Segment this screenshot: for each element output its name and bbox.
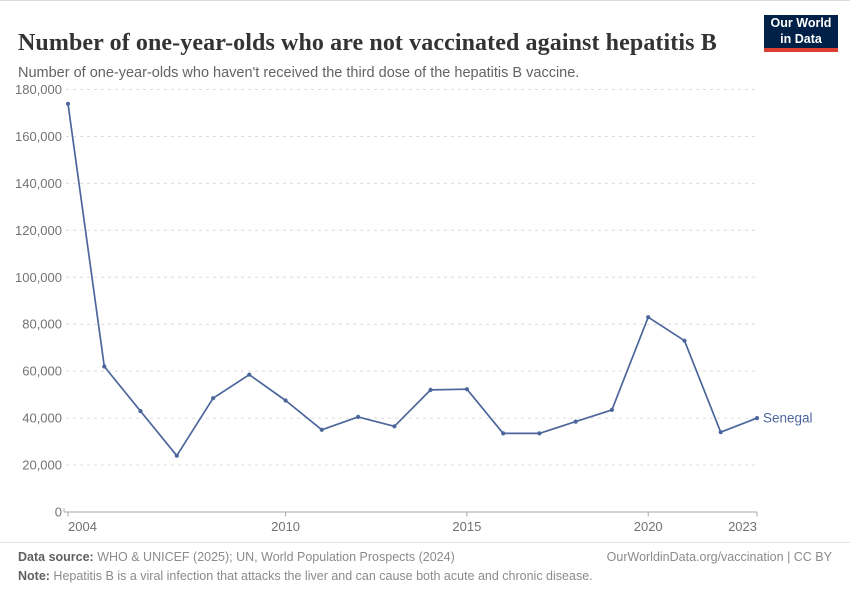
x-tick-label: 2020 xyxy=(634,519,663,534)
y-tick-label: 180,000 xyxy=(15,82,62,97)
owid-logo[interactable]: Our World in Data xyxy=(764,15,838,52)
data-point-2010[interactable] xyxy=(283,398,288,403)
x-tick-label: 2004 xyxy=(68,519,97,534)
series-label-senegal[interactable]: Senegal xyxy=(763,411,813,426)
note-label: Note: xyxy=(18,569,50,583)
footer-note-row: Note: Hepatitis B is a viral infection t… xyxy=(18,569,832,583)
data-point-2017[interactable] xyxy=(537,431,542,436)
data-point-2013[interactable] xyxy=(392,424,397,429)
y-tick-label: 140,000 xyxy=(15,176,62,191)
owid-logo-line2: in Data xyxy=(780,31,822,46)
x-tick-label: 2010 xyxy=(271,519,300,534)
data-source-label: Data source: xyxy=(18,550,94,564)
chart-subtitle: Number of one-year-olds who haven't rece… xyxy=(18,64,580,81)
x-tick-label: 2015 xyxy=(452,519,481,534)
data-point-2009[interactable] xyxy=(247,372,252,377)
y-tick-label: 20,000 xyxy=(22,458,62,473)
y-tick-label: 120,000 xyxy=(15,223,62,238)
data-point-2022[interactable] xyxy=(718,430,723,435)
series-line-senegal xyxy=(67,102,758,457)
y-tick-label: 0 xyxy=(55,505,62,520)
y-tick-label: 100,000 xyxy=(15,270,62,285)
data-point-2018[interactable] xyxy=(573,419,578,424)
chart-footer: Data source: WHO & UNICEF (2025); UN, Wo… xyxy=(0,542,850,583)
footer-sources-row: Data source: WHO & UNICEF (2025); UN, Wo… xyxy=(18,550,832,564)
data-point-2005[interactable] xyxy=(102,364,107,369)
y-tick-label: 40,000 xyxy=(22,411,62,426)
data-point-2020[interactable] xyxy=(646,315,651,320)
data-point-2021[interactable] xyxy=(682,338,687,343)
data-source-value: WHO & UNICEF (2025); UN, World Populatio… xyxy=(93,550,455,564)
data-point-2019[interactable] xyxy=(609,407,615,412)
data-point-2012[interactable] xyxy=(356,414,361,419)
data-point-2016[interactable] xyxy=(501,431,506,436)
data-point-2011[interactable] xyxy=(319,427,324,432)
y-tick-label: 160,000 xyxy=(15,129,62,144)
chart-title: Number of one-year-olds who are not vacc… xyxy=(18,30,717,57)
note-value: Hepatitis B is a viral infection that at… xyxy=(49,569,593,583)
data-point-2006[interactable] xyxy=(138,409,143,414)
data-point-2023[interactable] xyxy=(754,416,760,421)
line-chart[interactable]: 0 20,000 40,000 60,000 80,000 100,000 120,000 1… xyxy=(0,1,850,546)
y-tick-label: 80,000 xyxy=(22,317,62,332)
data-point-2004[interactable] xyxy=(65,101,71,106)
data-point-2014[interactable] xyxy=(428,387,433,392)
owid-logo-line1: Our World xyxy=(770,15,832,30)
data-point-2015[interactable] xyxy=(464,387,469,392)
data-point-2007[interactable] xyxy=(174,453,179,458)
x-tick-label: 2023 xyxy=(728,519,757,534)
owid-link[interactable]: OurWorldinData.org/vaccination | CC BY xyxy=(606,550,832,564)
y-tick-label: 60,000 xyxy=(22,364,62,379)
data-point-2008[interactable] xyxy=(211,396,216,401)
data-source-text: Data source: WHO & UNICEF (2025); UN, Wo… xyxy=(18,550,455,564)
